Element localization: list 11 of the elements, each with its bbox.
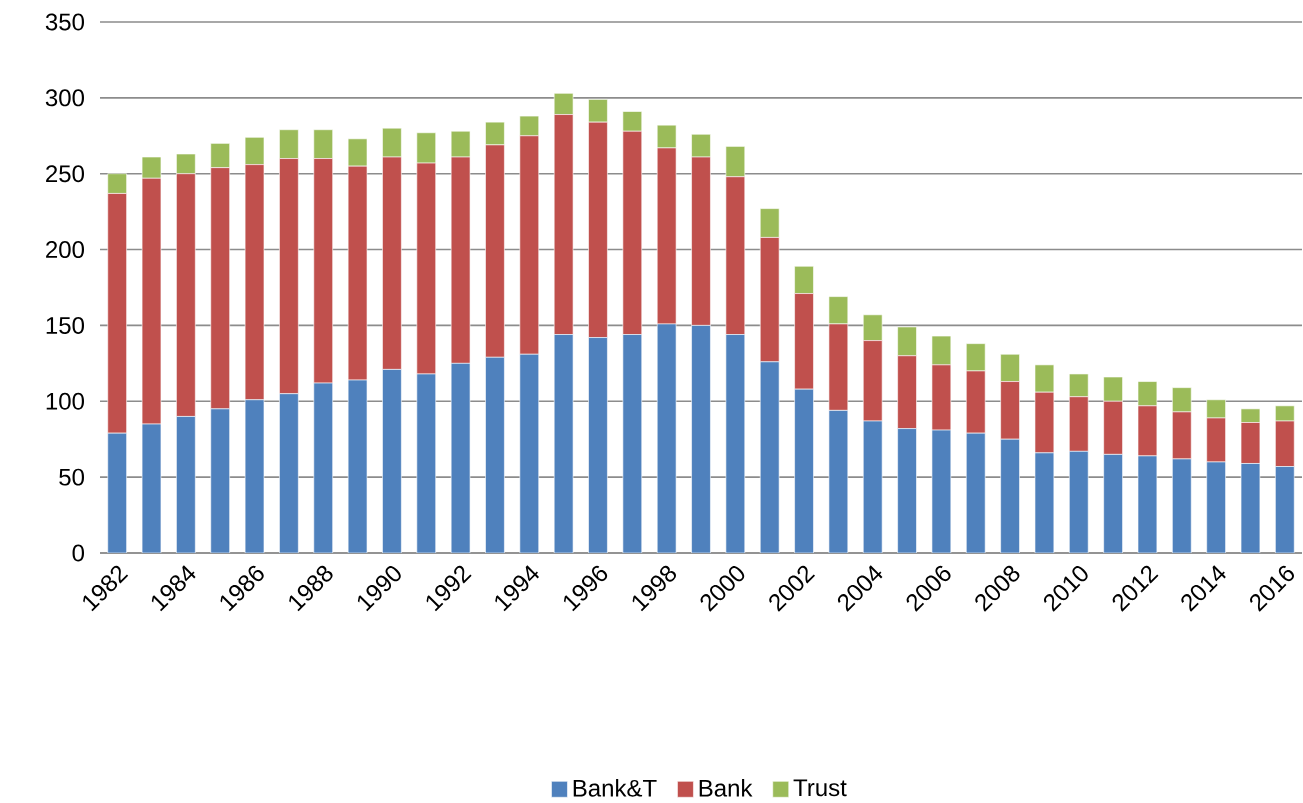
y-tick-label: 50: [59, 468, 85, 486]
legend-label: Trust: [793, 779, 847, 797]
y-tick-label: 250: [46, 165, 85, 183]
y-tick-label: 350: [45, 13, 85, 31]
y-tick-label: 200: [46, 241, 85, 259]
legend-label: Bank&T: [573, 779, 657, 797]
legend-label: Bank: [699, 779, 753, 797]
y-tick-label: 300: [45, 89, 85, 107]
y-tick-label: 0: [72, 544, 85, 562]
y-tick-label: 150: [46, 316, 85, 334]
y-tick-label: 100: [46, 392, 85, 410]
